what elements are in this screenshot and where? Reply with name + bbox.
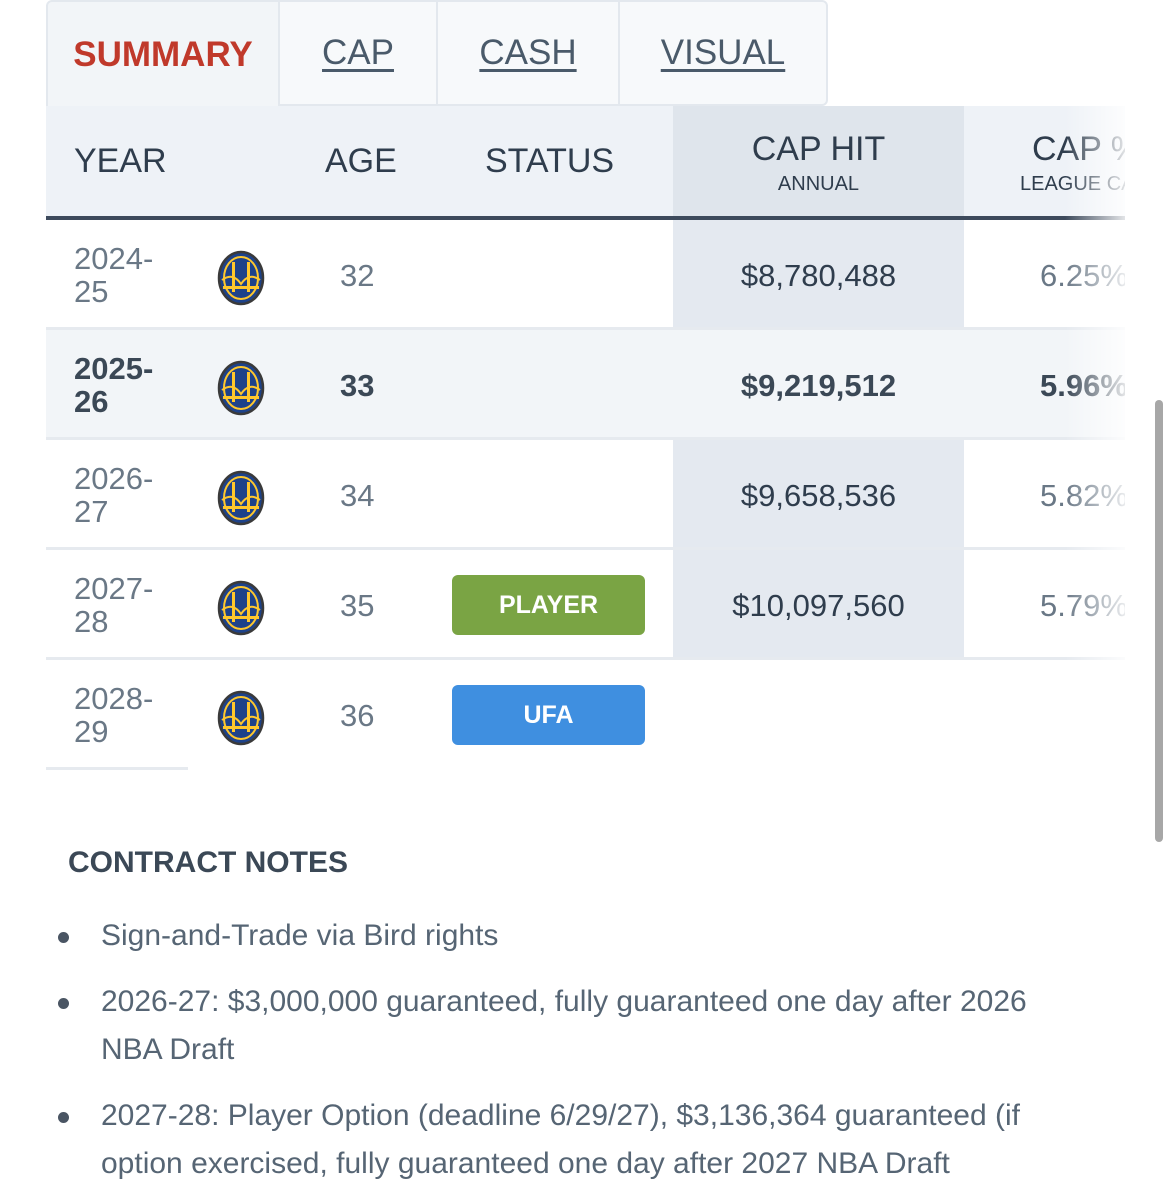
age-cell: 33 (340, 368, 375, 403)
year-cell: 2028- 29 (74, 681, 154, 749)
year-cell: 2024- 25 (74, 241, 154, 309)
contract-notes-title: CONTRACT NOTES (68, 846, 348, 879)
year-cell: 2026- 27 (74, 461, 154, 529)
cap-hit-cell: $10,097,560 (732, 588, 905, 623)
header-age[interactable]: AGE (325, 142, 397, 180)
table-header: YEAR AGE STATUS CAP HIT ANNUAL CAP % LEA… (46, 106, 1125, 220)
warriors-bridge-logo-icon (217, 470, 265, 526)
tab-bar: SUMMARY CAP CASH VISUAL (46, 0, 828, 108)
contract-notes-list: Sign-and-Trade via Bird rights 2026-27: … (58, 912, 1088, 1200)
bullet-icon (58, 1112, 69, 1123)
bullet-icon (58, 932, 69, 943)
age-cell: 35 (340, 588, 375, 623)
warriors-bridge-logo-icon (217, 580, 265, 636)
list-item: 2026-27: $3,000,000 guaranteed, fully gu… (58, 978, 1088, 1074)
row-divider (46, 767, 188, 770)
year-cell: 2025- 26 (74, 351, 154, 419)
cap-hit-cell: $8,780,488 (740, 258, 897, 293)
scrollbar[interactable] (1155, 400, 1163, 842)
age-cell: 32 (340, 258, 375, 293)
list-item: Sign-and-Trade via Bird rights (58, 912, 1088, 960)
table-row: 2024-25 32 $8,780,488 6.25% (46, 220, 1125, 330)
scroll-fade (1065, 106, 1125, 776)
tab-cash[interactable]: CASH (438, 0, 620, 106)
tab-cap[interactable]: CAP (280, 0, 438, 106)
table-row: 2028- 29 36 UFA (46, 660, 1125, 770)
bullet-icon (58, 998, 69, 1009)
table-row: 2025-26 33 $9,219,512 5.96% (46, 330, 1125, 440)
cap-hit-cell: $9,658,536 (740, 478, 897, 513)
cap-hit-cell: $9,219,512 (740, 368, 897, 403)
tab-summary[interactable]: SUMMARY (46, 0, 280, 108)
warriors-bridge-logo-icon (217, 250, 265, 306)
table-row: 2026-27 34 $9,658,536 5.82% (46, 440, 1125, 550)
header-cap-hit[interactable]: CAP HIT (751, 130, 886, 168)
header-cap-hit-sub: ANNUAL (777, 173, 860, 195)
cap-hit-header-bg (673, 106, 964, 216)
contract-table: YEAR AGE STATUS CAP HIT ANNUAL CAP % LEA… (46, 106, 1125, 776)
tab-visual[interactable]: VISUAL (620, 0, 828, 106)
header-year[interactable]: YEAR (74, 142, 167, 180)
age-cell: 36 (340, 698, 375, 733)
table-row: 2027-28 35 PLAYER $10,097,560 5.79% (46, 550, 1125, 660)
age-cell: 34 (340, 478, 375, 513)
warriors-bridge-logo-icon (217, 360, 265, 416)
status-badge-ufa[interactable]: UFA (452, 685, 645, 745)
warriors-bridge-logo-icon (217, 690, 265, 746)
status-badge-player[interactable]: PLAYER (452, 575, 645, 635)
header-status[interactable]: STATUS (485, 142, 615, 180)
year-cell: 2027- 28 (74, 571, 154, 639)
list-item: 2027-28: Player Option (deadline 6/29/27… (58, 1092, 1088, 1188)
